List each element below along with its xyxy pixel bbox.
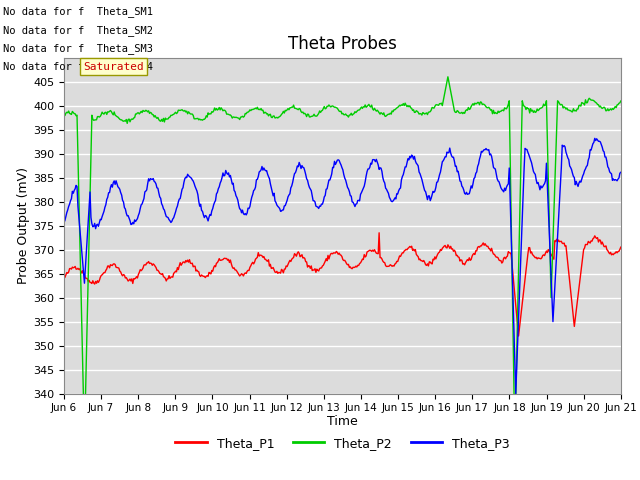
- Theta_P1: [375, 230, 383, 236]
- Theta_P1: [433, 253, 440, 259]
- Line: Theta_P1: Theta_P1: [64, 233, 621, 336]
- Theta_P3: [60, 220, 68, 226]
- Theta_P3: [479, 148, 487, 154]
- Theta_P3: [159, 203, 166, 208]
- Theta_P3: [388, 199, 396, 204]
- Legend: Theta_P1, Theta_P2, Theta_P3: Theta_P1, Theta_P2, Theta_P3: [170, 432, 515, 455]
- Theta_P3: [312, 203, 320, 209]
- Y-axis label: Probe Output (mV): Probe Output (mV): [17, 167, 30, 284]
- Theta_P1: [515, 333, 522, 339]
- Theta_P2: [481, 102, 489, 108]
- X-axis label: Time: Time: [327, 415, 358, 428]
- Theta_P1: [617, 244, 625, 250]
- Text: No data for f  Theta_SM2: No data for f Theta_SM2: [3, 24, 153, 36]
- Theta_P2: [204, 110, 212, 116]
- Theta_P1: [480, 242, 488, 248]
- Theta_P3: [512, 391, 520, 396]
- Theta_P2: [433, 102, 440, 108]
- Theta_P1: [312, 269, 320, 275]
- Theta_P1: [204, 273, 211, 278]
- Line: Theta_P2: Theta_P2: [64, 77, 621, 442]
- Title: Theta Probes: Theta Probes: [288, 35, 397, 53]
- Theta_P1: [60, 275, 68, 281]
- Theta_P2: [617, 98, 625, 104]
- Theta_P2: [81, 439, 88, 444]
- Theta_P2: [159, 116, 167, 121]
- Line: Theta_P3: Theta_P3: [64, 138, 621, 394]
- Text: No data for f  Theta_SM1: No data for f Theta_SM1: [3, 6, 153, 17]
- Theta_P3: [617, 169, 625, 175]
- Theta_P3: [204, 216, 211, 221]
- Theta_P2: [389, 109, 397, 115]
- Theta_P2: [313, 113, 321, 119]
- Text: No data for f  Theta_SM3: No data for f Theta_SM3: [3, 43, 153, 54]
- Text: No data for f  Theta_SM4: No data for f Theta_SM4: [3, 61, 153, 72]
- Theta_P2: [60, 112, 68, 118]
- Theta_P3: [591, 135, 598, 141]
- Text: Saturated: Saturated: [83, 61, 144, 72]
- Theta_P1: [389, 263, 397, 268]
- Theta_P3: [432, 185, 440, 191]
- Theta_P2: [444, 74, 452, 80]
- Theta_P1: [159, 271, 166, 276]
